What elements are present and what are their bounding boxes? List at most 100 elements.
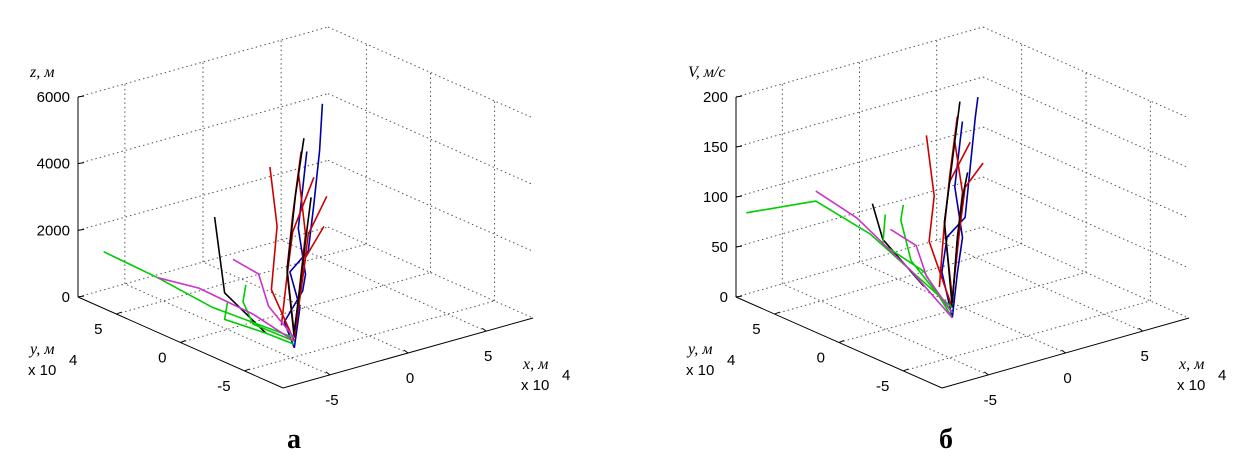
- grid: [77, 26, 534, 376]
- series-line: [900, 204, 953, 314]
- grid-line: [77, 26, 329, 98]
- x-tick: [984, 371, 989, 376]
- grid-line: [327, 159, 534, 252]
- y-tick-label: 5: [752, 321, 760, 338]
- grid-line: [116, 243, 367, 315]
- series-line: [889, 228, 953, 314]
- grid-line: [859, 261, 1066, 354]
- x-tick: [1138, 327, 1143, 332]
- grid-line: [903, 300, 1151, 372]
- z-tick: [735, 145, 743, 148]
- series-line: [293, 197, 312, 332]
- x-tick: [403, 349, 409, 354]
- y-exponent-label: x 10: [28, 362, 56, 379]
- series-line: [293, 225, 325, 338]
- z-tick-label: 150: [703, 139, 728, 156]
- grid-line: [936, 239, 1143, 332]
- y-exponent-label: x 10: [686, 362, 714, 379]
- y-tick: [180, 340, 186, 343]
- series-line: [746, 200, 953, 309]
- grid-line: [124, 283, 331, 376]
- y-tick-label: 5: [94, 321, 102, 338]
- grid-line: [782, 283, 989, 376]
- y-tick: [244, 368, 250, 372]
- series-line: [157, 276, 295, 342]
- grid-line: [982, 26, 1190, 119]
- grid-line: [327, 226, 534, 319]
- z-axis-label: V, м/с: [688, 64, 725, 81]
- grid: [735, 26, 1190, 376]
- z-tick-label: 6000: [37, 89, 70, 106]
- panel-a: 0 2000 4000 6000 -5 0 5 5 0 -5 z, м x, м x 10 4 y, м x …: [28, 26, 570, 455]
- series-group: [103, 103, 328, 349]
- grid-line: [77, 226, 329, 298]
- series-line: [286, 138, 305, 338]
- y-tick: [116, 311, 122, 315]
- z-tick: [735, 295, 743, 298]
- z-tick-label: 200: [703, 89, 728, 106]
- panel-label: б: [939, 424, 953, 455]
- axes: [77, 95, 534, 389]
- y-tick-label: -5: [876, 378, 889, 395]
- series-line: [925, 135, 954, 309]
- x-exponent-power: 4: [562, 367, 570, 384]
- x-tick: [1061, 349, 1066, 354]
- z-tick: [77, 295, 85, 298]
- y-axis-label: y, м: [686, 341, 712, 358]
- grid-line: [327, 93, 534, 186]
- z-axis-label: z, м: [29, 64, 54, 81]
- z-tick: [735, 95, 743, 98]
- series-line: [269, 166, 296, 342]
- z-tick: [77, 162, 85, 165]
- z-tick-label: 50: [711, 239, 728, 256]
- z-tick-label: 0: [62, 289, 70, 306]
- series-line: [213, 216, 267, 334]
- y-exponent-power: 4: [727, 352, 735, 369]
- series-line: [242, 284, 295, 342]
- z-tick: [77, 228, 85, 231]
- x-tick: [481, 327, 487, 332]
- x-tick-label: -5: [325, 392, 338, 409]
- series-line: [882, 214, 953, 319]
- series-line: [232, 258, 295, 339]
- grid-line: [280, 239, 487, 332]
- y-tick: [774, 311, 780, 315]
- series-line: [951, 121, 964, 318]
- grid-line: [244, 300, 495, 372]
- y-tick-label: 0: [817, 350, 825, 367]
- x-tick-label: 0: [406, 370, 414, 387]
- series-line: [289, 103, 324, 348]
- z-tick: [735, 245, 743, 248]
- grid-line: [77, 159, 329, 231]
- x-tick-label: 5: [1141, 348, 1149, 365]
- y-exponent-power: 4: [69, 352, 77, 369]
- z-tick-label: 4000: [37, 156, 70, 173]
- axes: [735, 95, 1190, 389]
- y-tick: [838, 340, 845, 343]
- x-tick-label: 5: [484, 348, 492, 365]
- x-axis-label: x, м: [522, 356, 548, 373]
- y-axis-label: y, м: [28, 341, 54, 358]
- grid-line: [77, 93, 329, 165]
- x-tick: [325, 371, 331, 376]
- series-line: [815, 190, 953, 319]
- x-axis-label: x, м: [1178, 356, 1204, 373]
- series-line: [943, 101, 961, 308]
- x-exponent-power: 4: [1218, 367, 1226, 384]
- grid-line: [180, 272, 431, 343]
- x-exponent-label: x 10: [521, 377, 549, 394]
- series-line: [941, 96, 979, 318]
- y-tick: [903, 368, 909, 372]
- series-line: [223, 302, 295, 346]
- y-tick-label: 0: [158, 350, 166, 367]
- x-tick-label: 0: [1063, 370, 1071, 387]
- z-tick-label: 2000: [37, 222, 70, 239]
- panel-label: а: [287, 424, 301, 455]
- series-line: [951, 172, 969, 303]
- y-tick-label: -5: [217, 378, 230, 395]
- z-tick: [77, 95, 85, 98]
- x-tick-label: -5: [984, 392, 997, 409]
- grid-line: [327, 26, 534, 119]
